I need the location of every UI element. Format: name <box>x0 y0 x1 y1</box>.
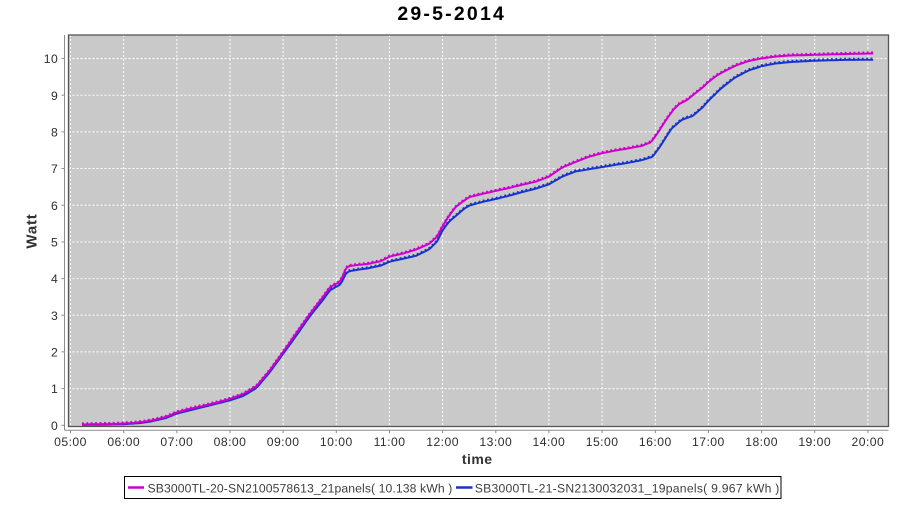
svg-text:8: 8 <box>51 126 58 140</box>
svg-text:15:00: 15:00 <box>586 435 619 449</box>
svg-text:18:00: 18:00 <box>745 435 778 449</box>
svg-text:06:00: 06:00 <box>107 435 140 449</box>
svg-text:SB3000TL-21-SN2130032031_19pan: SB3000TL-21-SN2130032031_19panels( 9.967… <box>475 481 780 495</box>
svg-text:11:00: 11:00 <box>374 435 406 449</box>
svg-text:12:00: 12:00 <box>426 435 459 449</box>
svg-text:10: 10 <box>44 52 58 66</box>
svg-text:17:00: 17:00 <box>692 435 725 449</box>
svg-text:3: 3 <box>51 309 58 323</box>
svg-text:05:00: 05:00 <box>54 435 87 449</box>
svg-text:Watt: Watt <box>24 213 41 248</box>
svg-text:7: 7 <box>51 162 58 176</box>
svg-text:9: 9 <box>51 89 58 103</box>
svg-text:13:00: 13:00 <box>479 435 512 449</box>
svg-text:10:00: 10:00 <box>320 435 353 449</box>
svg-text:14:00: 14:00 <box>533 435 566 449</box>
svg-text:08:00: 08:00 <box>214 435 247 449</box>
svg-text:6: 6 <box>51 199 58 213</box>
svg-text:29-5-2014: 29-5-2014 <box>397 3 506 25</box>
svg-text:1: 1 <box>51 382 58 396</box>
svg-text:SB3000TL-20-SN2100578613_21pan: SB3000TL-20-SN2100578613_21panels( 10.13… <box>148 481 453 495</box>
svg-text:19:00: 19:00 <box>798 435 831 449</box>
svg-text:0: 0 <box>51 419 58 433</box>
svg-text:time: time <box>462 451 493 467</box>
svg-text:4: 4 <box>51 272 58 286</box>
svg-text:16:00: 16:00 <box>639 435 672 449</box>
svg-text:07:00: 07:00 <box>160 435 193 449</box>
svg-text:5: 5 <box>51 236 58 250</box>
svg-text:20:00: 20:00 <box>852 435 885 449</box>
svg-text:2: 2 <box>51 346 58 360</box>
svg-text:09:00: 09:00 <box>267 435 300 449</box>
